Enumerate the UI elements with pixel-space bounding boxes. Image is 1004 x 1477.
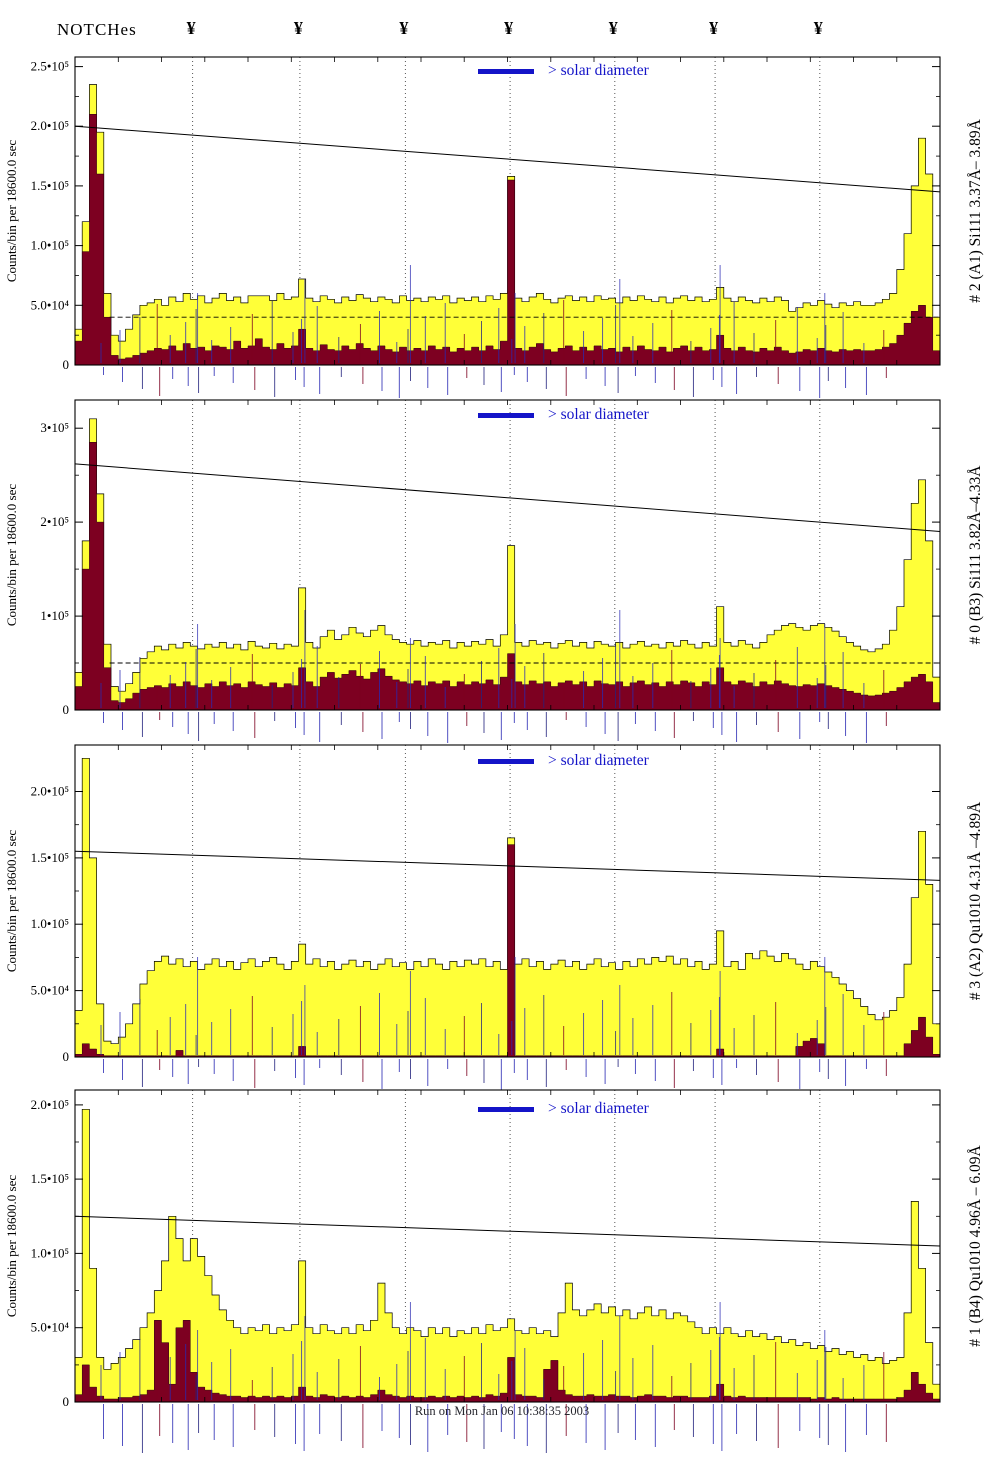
y-tick-label: 1.5•10⁵	[31, 1171, 69, 1186]
solar-diameter-label: > solar diameter	[548, 62, 649, 79]
panel-2-ylabel: Counts/bin per 18600.0 sec	[4, 483, 19, 627]
panel-3-title: # 3 (A2) Qu1010 4.31Å –4.89Å	[967, 801, 984, 1001]
run-timestamp: Run on Mon Jan 06 10:38:35 2003	[414, 1404, 590, 1418]
y-tick-label: 2.5•10⁵	[31, 59, 69, 74]
solar-diameter-bar-icon	[478, 412, 534, 418]
y-tick-label: 2.0•10⁵	[31, 1097, 69, 1112]
y-tick-label: 1•10⁵	[40, 608, 69, 623]
notch-symbol: ¥	[504, 18, 514, 38]
y-tick-label: 2.0•10⁵	[31, 784, 69, 799]
panel-3-plot: 0 5.0•10⁴ 1.0•10⁵ 1.5•10⁵ 2.0•10⁵	[31, 744, 941, 1090]
notch-symbol: ¥	[709, 18, 719, 38]
panel-2-plot: 0 1•10⁵ 2•10⁵ 3•10⁵	[40, 399, 941, 743]
y-tick-label: 0	[63, 1394, 70, 1409]
solar-diameter-legend-2: > solar diameter	[478, 406, 649, 424]
y-tick-label: 1.0•10⁵	[31, 1245, 69, 1260]
y-tick-label: 5.0•10⁴	[31, 1320, 70, 1335]
solar-diameter-label: > solar diameter	[548, 752, 649, 769]
y-tick-label: 1.5•10⁵	[31, 850, 69, 865]
y-tick-label: 5.0•10⁴	[31, 297, 70, 312]
y-tick-label: 0	[63, 357, 70, 372]
panel-4-ylabel: Counts/bin per 18600.0 sec	[4, 1174, 19, 1318]
y-tick-label: 3•10⁵	[40, 420, 69, 435]
y-tick-label: 1.5•10⁵	[31, 178, 69, 193]
y-tick-label: 0	[63, 1049, 70, 1064]
y-tick-label: 2.0•10⁵	[31, 118, 69, 133]
notch-symbol: ¥	[608, 18, 618, 38]
solar-diameter-legend-3: > solar diameter	[478, 752, 649, 770]
panel-1-ylabel: Counts/bin per 18600.0 sec	[4, 139, 19, 283]
panel-4-title: # 1 (B4) Qu1010 4.96Å – 6.09Å	[967, 1145, 984, 1347]
notch-symbol: ¥	[399, 18, 409, 38]
notches-label: NOTCHes	[57, 20, 137, 39]
panel-4-plot: 0 5.0•10⁴ 1.0•10⁵ 1.5•10⁵ 2.0•10⁵	[31, 1089, 941, 1453]
panel-2-title: # 0 (B3) Si111 3.82Å–4.33Å	[967, 465, 984, 645]
solar-diameter-bar-icon	[478, 1106, 534, 1112]
notch-symbol: ¥	[186, 18, 196, 38]
solar-diameter-label: > solar diameter	[548, 1100, 649, 1117]
y-tick-label: 0	[63, 702, 70, 717]
solar-diameter-bar-icon	[478, 758, 534, 764]
solar-diameter-legend-1: > solar diameter	[478, 62, 649, 80]
panel-3-ylabel: Counts/bin per 18600.0 sec	[4, 829, 19, 973]
y-tick-label: 5.0•10⁴	[31, 983, 70, 998]
y-tick-label: 1.0•10⁵	[31, 916, 69, 931]
y-tick-label: 1.0•10⁵	[31, 238, 69, 253]
solar-diameter-legend-4: > solar diameter	[478, 1100, 649, 1118]
panel-1-plot: 0 5.0•10⁴ 1.0•10⁵ 1.5•10⁵ 2.0•10⁵ 2.5•10⁵	[31, 56, 941, 398]
y-tick-label: 2•10⁵	[40, 514, 69, 529]
solar-diameter-label: > solar diameter	[548, 406, 649, 423]
solar-diameter-bar-icon	[478, 68, 534, 74]
panel-1-title: # 2 (A1) Si111 3.37Å– 3.89Å	[967, 119, 984, 303]
notch-symbol: ¥	[813, 18, 823, 38]
notch-symbol: ¥	[293, 18, 303, 38]
